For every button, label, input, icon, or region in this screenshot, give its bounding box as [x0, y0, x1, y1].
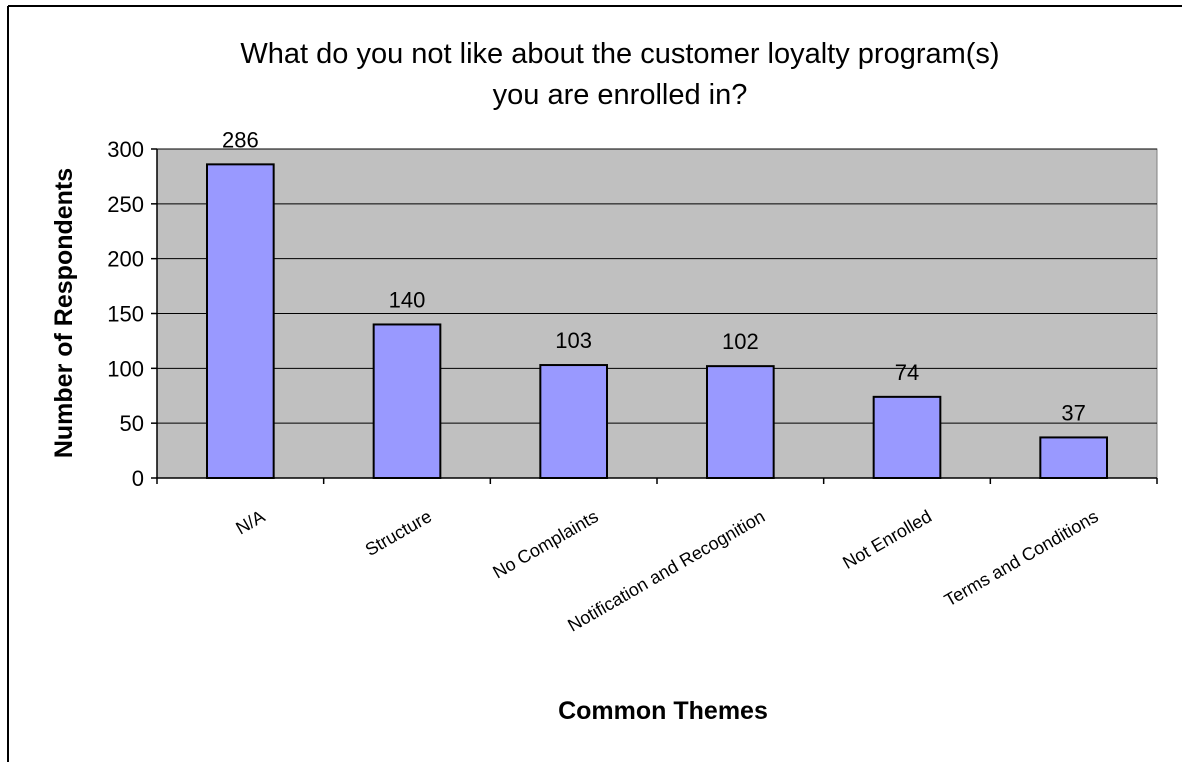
y-tick-label-200: 200	[107, 247, 144, 272]
y-tick-label-250: 250	[107, 192, 144, 217]
bar-2	[539, 364, 608, 479]
bar-0	[206, 163, 275, 479]
data-labels: 286 140 103 102 74 37	[222, 127, 1086, 425]
chart-title-line-2: you are enrolled in?	[493, 79, 748, 111]
bar-4	[872, 395, 942, 480]
bar-5	[1039, 436, 1109, 480]
data-label-3: 102	[722, 329, 759, 354]
y-axis-title: Number of Respondents	[50, 168, 78, 458]
x-tick-label-5: Terms and Conditions	[941, 506, 1102, 610]
y-tick-label-0: 0	[132, 466, 144, 491]
bar-3	[706, 365, 775, 480]
x-tick-label-4: Not Enrolled	[839, 506, 935, 573]
gridlines	[157, 148, 1157, 424]
data-label-5: 37	[1061, 400, 1085, 425]
y-tick-label-100: 100	[107, 356, 144, 381]
bars	[206, 163, 1109, 480]
x-tick-label-2: No Complaints	[489, 506, 601, 582]
chart-title-line-1: What do you not like about the customer …	[240, 38, 999, 70]
x-axis-title: Common Themes	[558, 697, 768, 725]
axes	[151, 148, 1158, 484]
data-label-2: 103	[555, 328, 592, 353]
x-tick-label-1: Structure	[362, 506, 435, 560]
y-tick-label-300: 300	[107, 137, 144, 162]
data-label-4: 74	[895, 360, 919, 385]
y-tick-labels: 0 50 100 150 200 250 300	[107, 137, 144, 491]
y-tick-label-150: 150	[107, 302, 144, 327]
data-label-1: 140	[389, 287, 426, 312]
y-tick-label-50: 50	[120, 411, 144, 436]
data-label-0: 286	[222, 127, 259, 152]
x-tick-label-0: N/A	[232, 506, 268, 538]
bar-1	[372, 323, 442, 480]
